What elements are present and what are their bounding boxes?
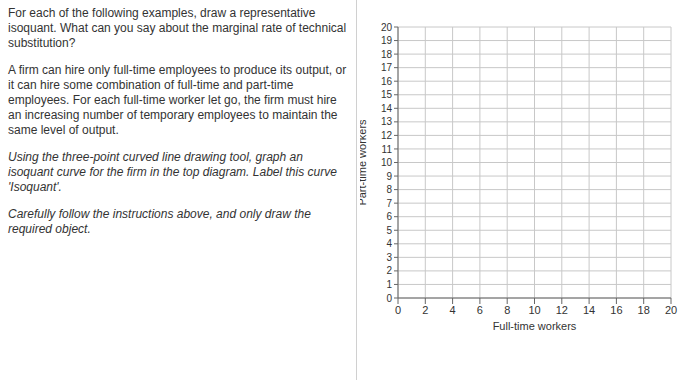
svg-text:8: 8 bbox=[504, 304, 510, 316]
svg-text:18: 18 bbox=[638, 304, 650, 316]
html-text:A firm can hire only full-time: A firm can hire only full-time employees… bbox=[8, 63, 347, 137]
svg-text:0: 0 bbox=[386, 293, 392, 304]
svg-text:Full-time workers: Full-time workers bbox=[493, 320, 577, 332]
svg-text:16: 16 bbox=[381, 76, 393, 87]
svg-text:14: 14 bbox=[583, 304, 595, 316]
svg-text:3: 3 bbox=[386, 252, 392, 263]
svg-text:7: 7 bbox=[386, 198, 392, 209]
svg-text:10: 10 bbox=[381, 157, 393, 168]
svg-text:12: 12 bbox=[556, 304, 568, 316]
svg-text:2: 2 bbox=[386, 265, 392, 276]
svg-text:1: 1 bbox=[386, 279, 392, 290]
svg-text:14: 14 bbox=[381, 103, 393, 114]
svg-text:6: 6 bbox=[386, 211, 392, 222]
html-text:Using the three-point curved l: Using the three-point curved line drawin… bbox=[8, 150, 337, 194]
svg-text:17: 17 bbox=[381, 62, 393, 73]
svg-text:10: 10 bbox=[528, 304, 540, 316]
svg-text:6: 6 bbox=[477, 304, 483, 316]
svg-text:19: 19 bbox=[381, 35, 393, 46]
html-text:For each of the following exam: For each of the following examples, draw… bbox=[8, 6, 347, 50]
svg-text:20: 20 bbox=[665, 304, 677, 316]
svg-text:4: 4 bbox=[450, 304, 456, 316]
svg-text:0: 0 bbox=[395, 304, 401, 316]
svg-text:8: 8 bbox=[386, 184, 392, 195]
svg-text:9: 9 bbox=[386, 171, 392, 182]
svg-text:Part-time workers: Part-time workers bbox=[360, 119, 368, 206]
svg-text:13: 13 bbox=[381, 116, 393, 127]
svg-text:5: 5 bbox=[386, 225, 392, 236]
svg-text:16: 16 bbox=[610, 304, 622, 316]
svg-text:18: 18 bbox=[381, 49, 393, 60]
svg-text:15: 15 bbox=[381, 89, 393, 100]
html-text:Carefully follow the instructi: Carefully follow the instructions above,… bbox=[8, 207, 311, 236]
svg-text:2: 2 bbox=[422, 304, 428, 316]
svg-text:11: 11 bbox=[382, 144, 393, 155]
svg-text:20: 20 bbox=[381, 22, 393, 33]
svg-text:4: 4 bbox=[386, 238, 392, 249]
svg-text:12: 12 bbox=[381, 130, 393, 141]
